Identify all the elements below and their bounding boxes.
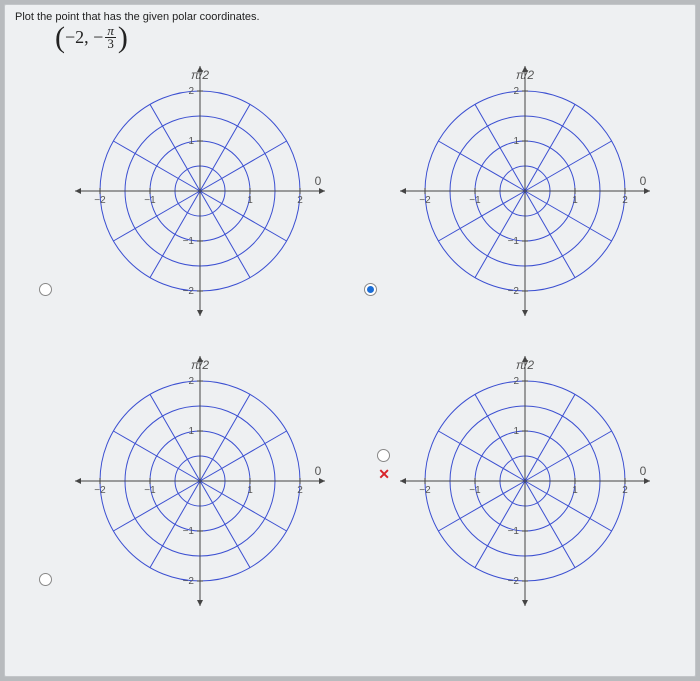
svg-text:−1: −1 — [144, 195, 156, 206]
svg-text:−1: −1 — [508, 526, 520, 537]
svg-text:2: 2 — [188, 376, 194, 387]
svg-text:π/2: π/2 — [191, 358, 209, 372]
option-c-plot: −2 −1 1 2 2 1 −1 −2 π/2 0 — [65, 346, 350, 616]
svg-text:2: 2 — [297, 485, 303, 496]
svg-text:−1: −1 — [508, 236, 520, 247]
svg-text:2: 2 — [297, 195, 303, 206]
svg-text:−2: −2 — [94, 485, 106, 496]
question-panel: Plot the point that has the given polar … — [4, 4, 696, 677]
svg-text:−1: −1 — [183, 236, 195, 247]
svg-text:2: 2 — [513, 376, 519, 387]
option-a-plot: −2 −1 1 2 2 1 −1 −2 π/2 0 — [65, 56, 350, 326]
option-b-radio[interactable] — [364, 283, 377, 296]
svg-text:2: 2 — [622, 485, 628, 496]
options-grid: −2 −1 1 2 2 1 −1 −2 π/2 0 −2 −1 1 2 2 1 −1 −2 π/2 0 −2 −1 1 2… — [15, 56, 685, 616]
svg-text:−2: −2 — [94, 195, 106, 206]
svg-text:1: 1 — [188, 426, 194, 437]
svg-text:1: 1 — [247, 195, 253, 206]
svg-text:1: 1 — [572, 485, 578, 496]
option-a-radio[interactable] — [39, 283, 52, 296]
svg-text:π/2: π/2 — [191, 68, 209, 82]
coord-sign: − — [93, 27, 103, 48]
svg-text:2: 2 — [188, 86, 194, 97]
svg-text:−2: −2 — [508, 576, 520, 587]
svg-text:−2: −2 — [183, 286, 195, 297]
option-d-plot: −2 −1 1 2 2 1 −1 −2 π/2 0 — [390, 346, 675, 616]
svg-text:1: 1 — [188, 136, 194, 147]
svg-text:−1: −1 — [469, 195, 481, 206]
svg-text:0: 0 — [315, 464, 322, 478]
svg-text:1: 1 — [572, 195, 578, 206]
svg-text:0: 0 — [640, 174, 647, 188]
option-d-radio[interactable] — [377, 449, 390, 462]
option-b-plot: −2 −1 1 2 2 1 −1 −2 π/2 0 — [390, 56, 675, 326]
incorrect-x-icon: ✕ — [378, 466, 390, 483]
svg-text:1: 1 — [247, 485, 253, 496]
polar-coordinate: ( −2, − π 3 ) — [15, 25, 685, 50]
svg-text:−2: −2 — [508, 286, 520, 297]
svg-text:2: 2 — [513, 86, 519, 97]
svg-text:π/2: π/2 — [516, 358, 534, 372]
svg-text:−1: −1 — [183, 526, 195, 537]
svg-text:0: 0 — [640, 464, 647, 478]
option-c-radio[interactable] — [39, 573, 52, 586]
question-prompt: Plot the point that has the given polar … — [15, 11, 685, 23]
coord-fraction: π 3 — [105, 25, 116, 50]
svg-text:1: 1 — [513, 136, 519, 147]
svg-text:π/2: π/2 — [516, 68, 534, 82]
svg-text:−1: −1 — [469, 485, 481, 496]
coord-r: −2 — [65, 27, 84, 48]
svg-text:2: 2 — [622, 195, 628, 206]
svg-text:−2: −2 — [183, 576, 195, 587]
svg-text:1: 1 — [513, 426, 519, 437]
svg-text:−1: −1 — [144, 485, 156, 496]
svg-text:−2: −2 — [419, 485, 431, 496]
svg-text:−2: −2 — [419, 195, 431, 206]
svg-text:0: 0 — [315, 174, 322, 188]
